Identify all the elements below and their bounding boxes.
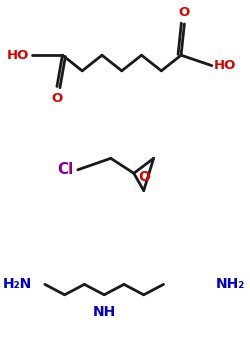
Text: NH₂: NH₂ [216, 277, 246, 291]
Text: O: O [179, 6, 190, 19]
Text: HO: HO [214, 59, 236, 72]
Text: O: O [138, 170, 150, 184]
Text: H₂N: H₂N [2, 277, 32, 291]
Text: HO: HO [7, 49, 30, 62]
Text: O: O [51, 92, 62, 105]
Text: Cl: Cl [57, 162, 74, 177]
Text: NH: NH [92, 305, 116, 319]
